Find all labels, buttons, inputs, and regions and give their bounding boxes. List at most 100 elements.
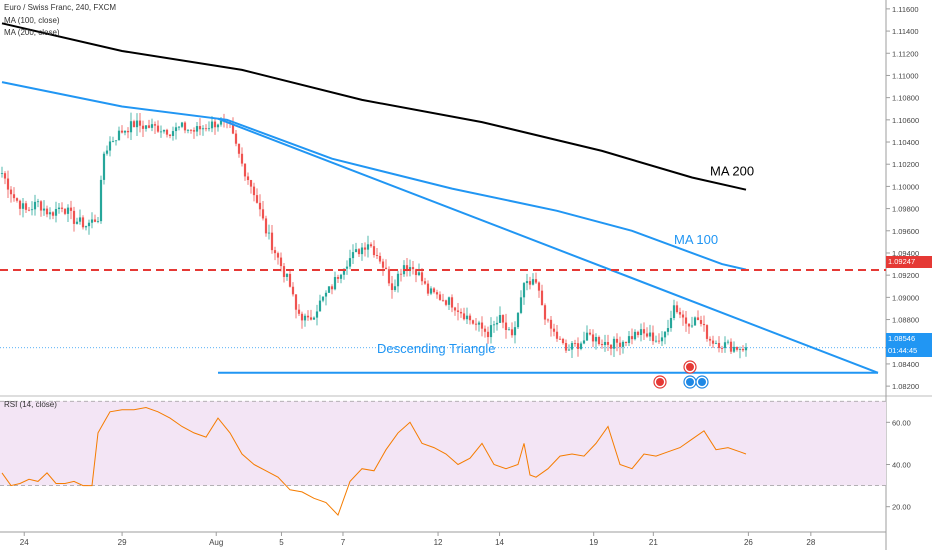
rsi-legend[interactable]: RSI (14, close): [4, 400, 57, 409]
bear-candle: [717, 342, 721, 349]
bear-candle: [546, 319, 550, 321]
bull-candle: [174, 127, 178, 132]
bear-candle: [687, 323, 691, 327]
bear-candle: [537, 282, 541, 291]
bear-candle: [255, 195, 259, 203]
bull-candle: [351, 252, 355, 259]
event-icon-dot: [656, 378, 664, 386]
bull-candle: [582, 340, 586, 344]
y-tick-label: 1.08200: [892, 382, 919, 391]
bull-candle: [621, 341, 625, 347]
economic-event-icon[interactable]: [683, 360, 697, 374]
bull-candle: [639, 329, 643, 336]
last-price-label: 1.08546: [886, 333, 932, 345]
bull-candle: [495, 322, 499, 325]
resistance-price-label: 1.09247: [886, 256, 932, 268]
bull-candle: [210, 121, 214, 129]
symbol-legend[interactable]: Euro / Swiss Franc, 240, FXCM: [4, 3, 117, 12]
bear-candle: [606, 341, 610, 345]
bear-candle: [504, 322, 508, 330]
bear-candle: [330, 286, 334, 290]
bear-candle: [636, 331, 640, 336]
bear-candle: [249, 180, 253, 187]
x-tick-label: 29: [118, 538, 127, 547]
bear-candle: [252, 186, 256, 196]
chart-annotation: MA 200: [710, 163, 754, 178]
bull-candle: [111, 141, 115, 142]
bear-candle: [309, 317, 313, 320]
bear-candle: [234, 133, 238, 144]
bull-candle: [201, 128, 205, 130]
bull-candle: [75, 221, 79, 224]
bear-candle: [45, 208, 49, 215]
bear-candle: [624, 341, 628, 344]
bear-candle: [534, 279, 538, 283]
bull-candle: [48, 212, 52, 215]
y-tick-label: 1.09000: [892, 293, 919, 302]
economic-event-icon[interactable]: [683, 375, 697, 389]
ma100-legend[interactable]: MA (100, close): [4, 16, 60, 25]
bear-candle: [483, 328, 487, 332]
bear-candle: [240, 153, 244, 164]
bear-candle: [591, 334, 595, 342]
bull-candle: [195, 126, 199, 132]
bear-candle: [39, 201, 43, 211]
bull-candle: [531, 279, 535, 285]
bull-candle: [489, 325, 493, 338]
bull-candle: [99, 179, 103, 222]
bear-candle: [213, 121, 217, 128]
bull-candle: [513, 327, 517, 336]
bear-candle: [165, 129, 169, 135]
event-icon-layer[interactable]: [653, 360, 709, 389]
bear-candle: [306, 315, 310, 318]
bull-candle: [396, 273, 400, 287]
bull-candle: [342, 268, 346, 275]
bull-candle: [177, 126, 181, 128]
rsi-y-tick-label: 60.00: [892, 418, 911, 427]
bear-candle: [453, 307, 457, 311]
bear-candle: [375, 255, 379, 256]
bull-candle: [654, 340, 658, 342]
x-tick-label: 19: [589, 538, 598, 547]
y-tick-label: 1.09200: [892, 271, 919, 280]
bear-candle: [300, 313, 304, 321]
bear-candle: [729, 341, 733, 352]
bull-candle: [180, 122, 184, 127]
bull-candle: [408, 267, 412, 270]
bull-candle: [507, 329, 511, 331]
bear-candle: [681, 314, 685, 318]
bull-candle: [171, 131, 175, 136]
bear-candle: [246, 176, 250, 181]
bull-candle: [714, 342, 718, 344]
bear-candle: [699, 320, 703, 324]
bear-candle: [456, 310, 460, 312]
bull-candle: [594, 337, 598, 342]
bull-candle: [744, 347, 748, 351]
bear-candle: [702, 323, 706, 326]
bear-candle: [573, 343, 577, 344]
y-tick-label: 1.09800: [892, 205, 919, 214]
bear-candle: [132, 121, 136, 128]
bull-candle: [465, 315, 469, 320]
bull-candle: [87, 222, 91, 227]
bear-candle: [609, 344, 613, 349]
economic-event-icon[interactable]: [653, 375, 667, 389]
bear-candle: [168, 134, 172, 136]
bear-candle: [474, 323, 478, 325]
bear-candle: [684, 317, 688, 324]
bear-candle: [357, 249, 361, 255]
bear-candle: [363, 247, 367, 250]
bull-candle: [123, 130, 127, 133]
bear-candle: [183, 122, 187, 131]
bull-candle: [312, 317, 316, 320]
bear-candle: [3, 173, 7, 179]
y-tick-label: 1.11200: [892, 49, 919, 58]
ma200-legend[interactable]: MA (200, close): [4, 28, 60, 37]
bull-candle: [570, 343, 574, 350]
economic-event-icon[interactable]: [695, 375, 709, 389]
bull-candle: [315, 311, 319, 318]
bear-candle: [6, 178, 10, 190]
y-tick-label: 1.10600: [892, 116, 919, 125]
bear-candle: [705, 325, 709, 339]
bull-candle: [477, 322, 481, 325]
